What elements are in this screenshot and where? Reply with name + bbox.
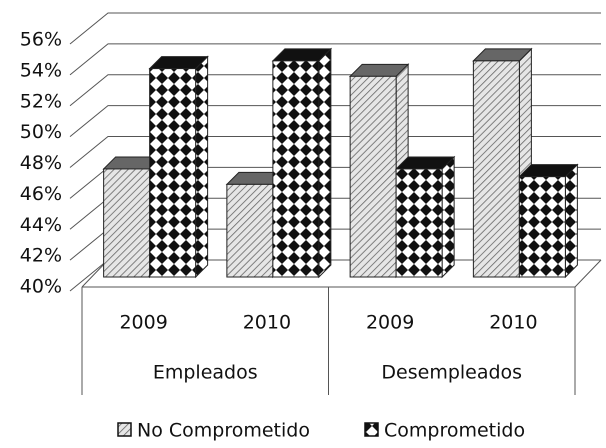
- bar-side: [564, 163, 578, 279]
- grid-line: [69, 12, 601, 45]
- x-tick-label: 2009: [366, 312, 414, 334]
- bar: [149, 68, 197, 278]
- bar: [395, 168, 443, 278]
- group-label: Empleados: [153, 362, 258, 384]
- grid-line: [69, 136, 601, 168]
- legend-swatch: [117, 422, 132, 437]
- y-tick-label: 50%: [20, 121, 62, 143]
- y-tick-label: 56%: [20, 29, 62, 51]
- legend-swatch: [364, 422, 379, 437]
- bar: [272, 60, 320, 278]
- grid-line: [69, 43, 601, 76]
- legend-label: Comprometido: [384, 420, 525, 442]
- bar-side: [318, 47, 332, 279]
- bar-side: [195, 55, 209, 279]
- x-tick-label: 2010: [243, 312, 291, 334]
- y-tick-label: 48%: [20, 152, 62, 174]
- bar: [518, 176, 566, 278]
- bar: [226, 183, 274, 278]
- grid-line: [69, 74, 601, 107]
- legend-label: No Comprometido: [137, 420, 310, 442]
- y-tick-label: 42%: [20, 245, 62, 267]
- bar: [349, 75, 397, 278]
- x-tick-label: 2009: [119, 312, 167, 334]
- group-label: Desempleados: [381, 362, 522, 384]
- x-tick-label: 2010: [489, 312, 537, 334]
- grid-line: [69, 105, 601, 138]
- bar-side: [441, 155, 455, 279]
- y-tick-label: 44%: [20, 214, 62, 236]
- y-tick-label: 54%: [20, 59, 62, 81]
- y-tick-label: 46%: [20, 183, 62, 205]
- bar: [472, 60, 520, 278]
- y-tick-label: 40%: [20, 276, 62, 298]
- bar: [103, 168, 151, 278]
- y-tick-label: 52%: [20, 90, 62, 112]
